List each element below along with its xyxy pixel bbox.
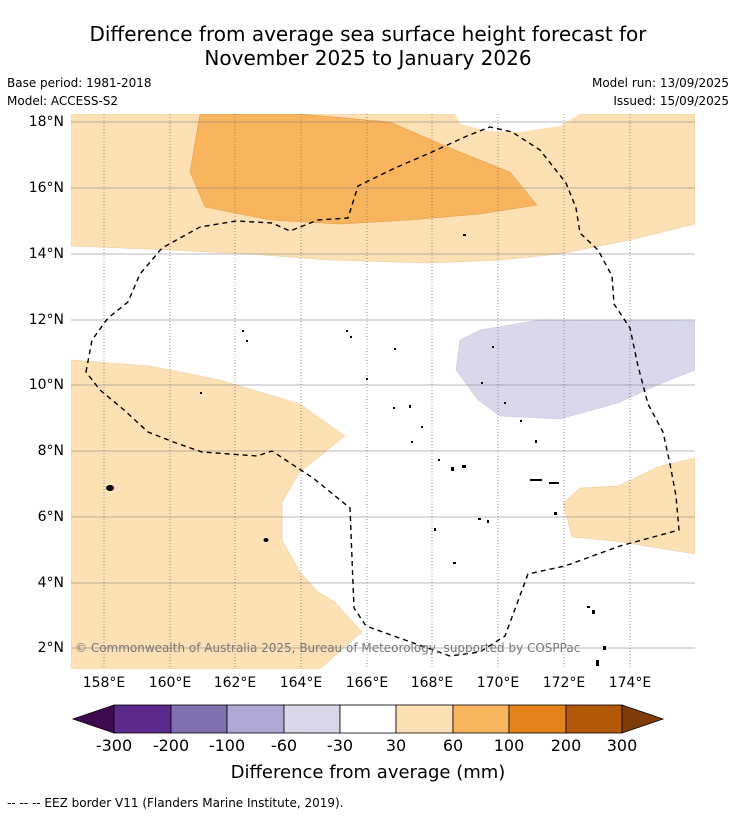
colorbar-extend-low xyxy=(71,704,115,734)
lon-label: 168°E xyxy=(410,675,454,691)
island xyxy=(596,660,599,666)
island xyxy=(487,520,489,523)
anomaly-region-west-30-60 xyxy=(71,359,363,669)
island xyxy=(409,405,411,408)
islands xyxy=(106,234,606,666)
lon-label: 166°E xyxy=(345,675,389,691)
island xyxy=(366,378,368,380)
lon-label: 160°E xyxy=(148,675,192,691)
colorbar-tick-label: -300 xyxy=(95,736,133,755)
eez-border xyxy=(85,126,680,657)
base-period-text: Base period: 1981-2018 xyxy=(7,76,152,90)
lon-label: 170°E xyxy=(476,675,520,691)
meta-left: Base period: 1981-2018 Model: ACCESS-S2 xyxy=(7,74,152,110)
colorbar-swatch xyxy=(395,704,454,734)
colorbar-tick-label: -100 xyxy=(208,736,246,755)
island xyxy=(587,606,590,608)
island xyxy=(394,348,396,350)
colorbar-tick-label: 60 xyxy=(442,736,464,755)
island xyxy=(592,610,595,614)
colorbar-swatch xyxy=(508,704,567,734)
lat-label: 8°N xyxy=(37,443,64,459)
colorbar-tick-label: -200 xyxy=(152,736,190,755)
map-area xyxy=(71,114,695,669)
lat-label: 14°N xyxy=(28,246,64,262)
colorbar-swatch xyxy=(565,704,623,734)
island xyxy=(481,382,483,384)
lat-label: 6°N xyxy=(37,509,64,525)
map-title: Difference from average sea surface heig… xyxy=(0,22,736,70)
latitude-gridlines xyxy=(71,121,695,649)
island xyxy=(242,330,244,332)
colorbar-tick-label: 300 xyxy=(606,736,638,755)
island xyxy=(106,485,114,491)
island xyxy=(478,518,481,520)
island xyxy=(462,465,466,468)
lat-label: 4°N xyxy=(37,575,64,591)
island xyxy=(246,340,248,342)
map-title-line2: November 2025 to January 2026 xyxy=(204,46,532,70)
issued-text: Issued: 15/09/2025 xyxy=(613,94,729,108)
lon-label: 162°E xyxy=(213,675,257,691)
island xyxy=(463,234,466,236)
island xyxy=(263,538,269,542)
anomaly-region-north-neutral xyxy=(455,114,580,132)
anomaly-region-east-30-60 xyxy=(562,457,695,555)
island xyxy=(346,330,348,332)
island xyxy=(438,459,440,461)
lat-label: 16°N xyxy=(28,180,64,196)
anomaly-region-east-minus-30-60 xyxy=(455,319,695,420)
island xyxy=(504,402,506,404)
island xyxy=(549,482,559,484)
island xyxy=(603,646,606,650)
model-run-text: Model run: 13/09/2025 xyxy=(591,76,729,90)
island xyxy=(350,336,352,338)
colorbar-swatch xyxy=(283,704,341,734)
colorbar-tick-label: 100 xyxy=(493,736,525,755)
meta-right: Model run: 13/09/2025 Issued: 15/09/2025 xyxy=(592,74,729,110)
colorbar-tick-label: 30 xyxy=(385,736,407,755)
colorbar-tick-label: -30 xyxy=(326,736,354,755)
lon-label: 172°E xyxy=(542,675,586,691)
longitude-gridlines xyxy=(103,114,631,669)
eez-legend-text: -- -- -- EEZ border V11 (Flanders Marine… xyxy=(7,796,344,810)
lat-label: 18°N xyxy=(28,114,64,130)
copyright-text: © Commonwealth of Australia 2025, Bureau… xyxy=(75,641,581,655)
island xyxy=(492,346,494,348)
island xyxy=(434,528,436,531)
island xyxy=(421,426,423,428)
map-title-line1: Difference from average sea surface heig… xyxy=(89,22,647,46)
lon-label: 164°E xyxy=(279,675,323,691)
lat-label: 12°N xyxy=(28,312,64,328)
colorbar-swatch xyxy=(113,704,172,734)
island xyxy=(453,562,456,564)
island xyxy=(554,512,557,515)
colorbar-extend-high xyxy=(621,704,665,734)
lon-label: 158°E xyxy=(82,675,126,691)
colorbar-swatch xyxy=(226,704,285,734)
colorbar-tick-label: 200 xyxy=(550,736,582,755)
island xyxy=(200,392,202,394)
island xyxy=(535,440,537,443)
lon-label: 174°E xyxy=(608,675,652,691)
colorbar-swatch xyxy=(452,704,510,734)
lat-label: 10°N xyxy=(28,377,64,393)
island xyxy=(520,420,522,422)
island xyxy=(530,479,542,481)
island xyxy=(393,407,395,409)
colorbar-swatch xyxy=(339,704,397,734)
model-text: Model: ACCESS-S2 xyxy=(7,94,119,108)
lat-label: 2°N xyxy=(37,640,64,656)
colorbar xyxy=(71,704,665,734)
island xyxy=(451,467,454,471)
colorbar-tick-label: -60 xyxy=(270,736,298,755)
colorbar-title: Difference from average (mm) xyxy=(230,762,506,783)
island xyxy=(411,441,413,443)
colorbar-swatch xyxy=(170,704,228,734)
